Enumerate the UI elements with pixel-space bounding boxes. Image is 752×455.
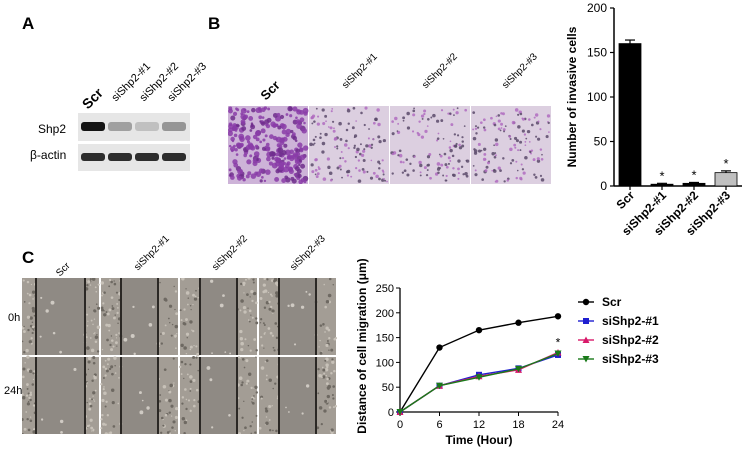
wound-image-tile (22, 355, 99, 434)
series-point (475, 326, 483, 334)
legend-label-1: siShp2-#1 (602, 314, 659, 328)
wound-image-tile (100, 278, 179, 356)
bar-y-tick-label: 150 (587, 46, 607, 60)
invasion-image-tile (309, 106, 389, 184)
line-x-tick-label: 18 (512, 419, 524, 431)
bar-y-tick-label: 200 (587, 1, 607, 15)
legend-label-3: siShp2-#3 (602, 352, 659, 366)
wound-image-tile (100, 356, 179, 434)
invasion-image-tile (471, 106, 551, 184)
line-series-3 (396, 350, 562, 416)
series-point (436, 382, 443, 390)
bar-y-axis-label: Number of invasive cells (565, 26, 579, 167)
western-blot (78, 113, 190, 171)
line-y-tick-label: 200 (376, 308, 394, 320)
shp2-bands (81, 122, 186, 131)
invasion-image-tile (390, 106, 470, 184)
series-line (399, 352, 559, 413)
actin-bands (81, 153, 186, 161)
panel-a-letter: A (22, 14, 35, 33)
invasion-images (228, 106, 551, 184)
line-y-tick-label: 50 (382, 382, 394, 394)
legend-marker (582, 298, 590, 306)
line-series-0 (396, 313, 562, 416)
bar-3 (714, 172, 738, 187)
actin-band (135, 153, 159, 161)
lane-label-0: Scr (78, 84, 106, 112)
actin-band (162, 153, 186, 161)
shp2-band (81, 122, 105, 131)
line-y-axis-label: Distance of cell migration (μm) (355, 258, 369, 433)
shp2-band (108, 122, 132, 131)
series-point (515, 319, 522, 326)
line-significance: * (556, 336, 561, 350)
bar-y-tick-label: 0 (600, 179, 607, 193)
line-series-2 (396, 348, 562, 415)
series-point (436, 344, 443, 351)
shp2-band (162, 122, 186, 131)
line-x-tick-label: 6 (436, 419, 442, 431)
series-line (399, 351, 559, 413)
invasion-bar-chart: 0 50 100 150 200 Number of invasive cells Scr *… (565, 1, 742, 238)
wound-image-tile (258, 357, 337, 434)
wound-col-label-0: Scr (54, 260, 73, 279)
wound-healing-images (22, 278, 337, 434)
series-point (515, 365, 522, 373)
bar-significance: * (659, 168, 664, 183)
line-y-tick-label: 100 (376, 357, 394, 369)
legend-marker (582, 356, 590, 363)
actin-band (108, 153, 132, 161)
series-point (554, 313, 562, 320)
blot-row-label-actin: β-actin (30, 148, 67, 162)
invasion-label-1: siShp2-#1 (340, 51, 380, 91)
panel-b-letter: B (208, 14, 221, 33)
blot-row-label-shp2: Shp2 (38, 122, 67, 136)
bar-significance: * (691, 167, 696, 182)
invasion-label-3: siShp2-#3 (500, 51, 540, 91)
wound-image-tile (178, 355, 258, 434)
line-x-tick-label: 12 (473, 419, 485, 431)
invasion-image-tile (228, 106, 309, 184)
bar-1 (650, 183, 674, 187)
line-x-axis-label: Time (Hour) (445, 433, 512, 447)
legend-marker (582, 336, 590, 343)
series-point (554, 350, 562, 357)
row-label-0h: 0h (8, 312, 21, 324)
line-y-tick-label: 250 (376, 283, 394, 295)
invasion-label-2: siShp2-#2 (420, 51, 460, 91)
line-y-tick-label: 150 (376, 333, 394, 345)
bar-x-tick-label: Scr (614, 188, 638, 212)
bar-y-tick-label: 100 (587, 90, 607, 104)
actin-band (81, 153, 105, 161)
bar-2 (682, 182, 706, 187)
bar-significance: * (723, 156, 728, 171)
line-y-tick-label: 0 (388, 407, 394, 419)
wound-image-tile (259, 278, 337, 355)
bar-y-tick-label: 50 (594, 135, 608, 149)
wound-image-tile (179, 278, 259, 357)
wound-image-tile (22, 278, 101, 355)
row-label-24h: 24h (4, 385, 23, 397)
series-point (475, 374, 483, 381)
migration-line-chart: 0 50 100 150 200 250 0 6 12 18 24 Time (Hour) Distan… (355, 258, 659, 447)
bar-0 (618, 43, 642, 187)
line-x-tick-label: 24 (552, 419, 564, 431)
invasion-label-0: Scr (257, 77, 283, 103)
wound-col-label-3: siShp2-#3 (288, 233, 328, 273)
legend-label-0: Scr (602, 295, 622, 309)
shp2-band (135, 122, 159, 131)
legend-marker (583, 318, 589, 324)
series-point (396, 409, 404, 416)
legend-label-2: siShp2-#2 (602, 333, 659, 347)
wound-col-label-2: siShp2-#2 (210, 233, 250, 273)
line-x-tick-label: 0 (397, 419, 403, 431)
panel-c-letter: C (22, 248, 35, 267)
wound-col-label-1: siShp2-#1 (132, 233, 172, 273)
